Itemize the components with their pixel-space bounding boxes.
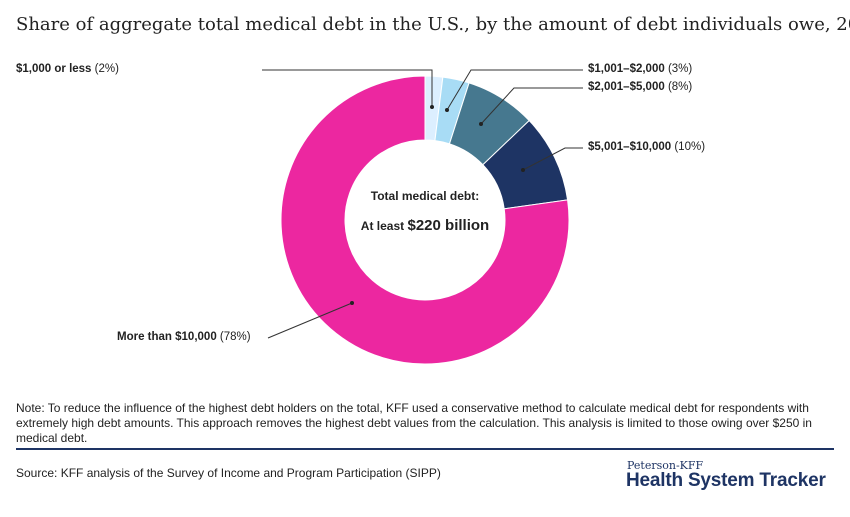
leader-dot-4 — [350, 301, 354, 305]
slice-label-1: $1,001–$2,000 (3%) — [588, 63, 693, 75]
slice-label-2: $2,001–$5,000 (8%) — [588, 81, 693, 93]
leader-line-3 — [522, 147, 583, 171]
slice-4 — [280, 75, 570, 365]
leader-dot-3 — [521, 168, 525, 172]
leader-line-0 — [262, 69, 433, 107]
center-line2: At least $220 billion — [360, 217, 490, 234]
center-line1: Total medical debt: — [370, 189, 480, 203]
chart-title: Share of aggregate total medical debt in… — [16, 14, 850, 35]
slice-label-3: $5,001–$10,000 (10%) — [588, 141, 706, 153]
leader-line-1 — [446, 69, 583, 111]
leader-line-4 — [267, 302, 353, 339]
divider — [16, 448, 834, 450]
note: Note: To reduce the influence of the hig… — [16, 401, 812, 445]
leader-dot-2 — [479, 122, 483, 126]
leader-dot-0 — [430, 105, 434, 109]
slice-label-4: More than $10,000 (78%) — [117, 331, 251, 343]
leader-dot-1 — [445, 108, 449, 112]
logo-line1: Peterson-KFF — [627, 459, 704, 472]
logo-line2: Health System Tracker — [626, 470, 826, 491]
slice-label-0: $1,000 or less (2%) — [16, 63, 119, 75]
leader-line-2 — [480, 87, 583, 125]
source: Source: KFF analysis of the Survey of In… — [16, 466, 441, 480]
